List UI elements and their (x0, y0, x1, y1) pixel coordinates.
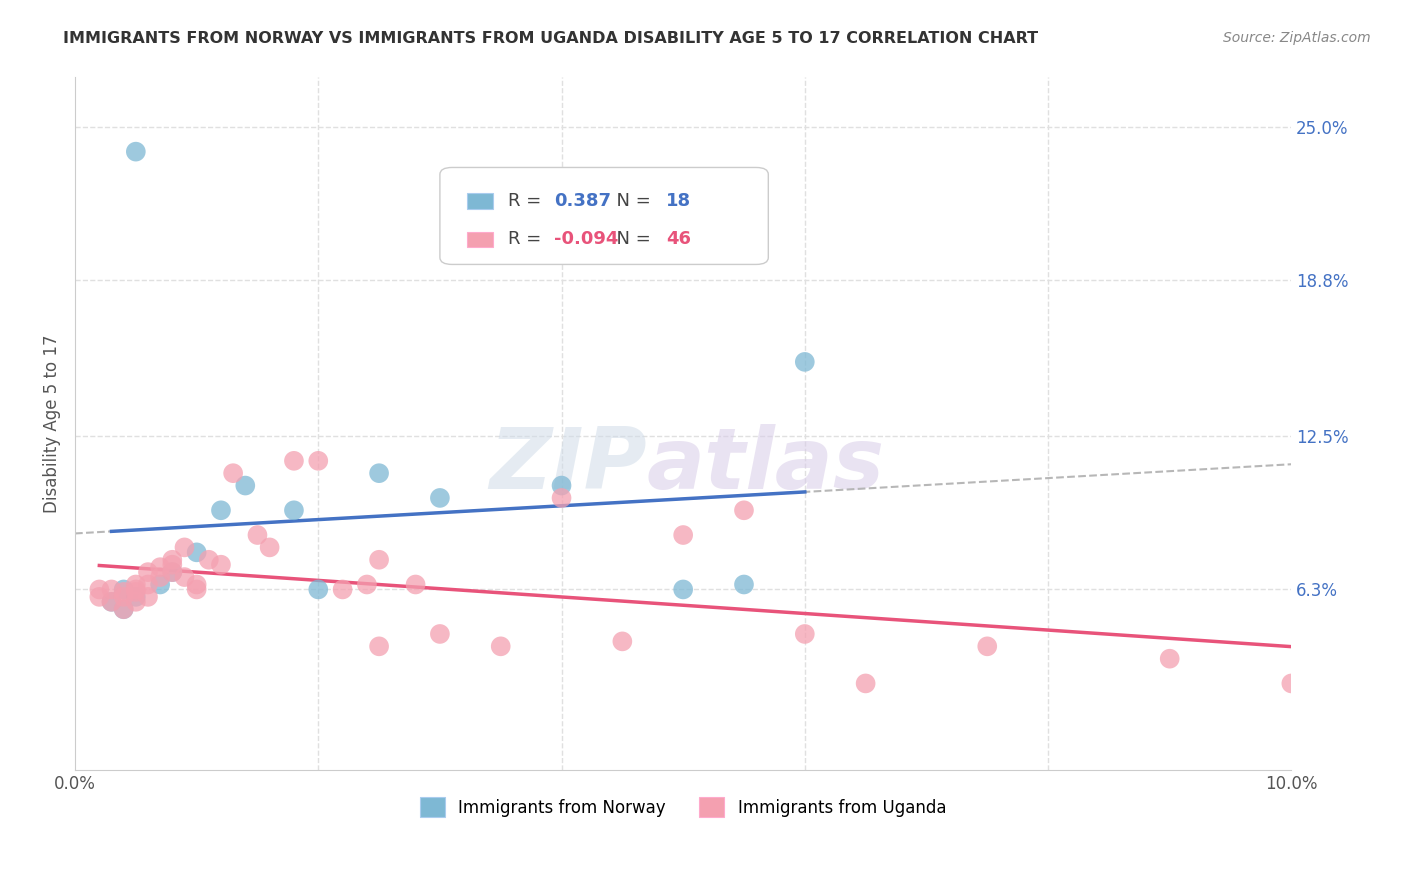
FancyBboxPatch shape (467, 194, 494, 209)
Point (222, 466, 245, 480)
Point (307, 454, 329, 468)
Point (186, 577, 208, 591)
Point (125, 585, 148, 599)
Point (550, 478, 572, 492)
Point (125, 577, 148, 591)
Point (186, 582, 208, 597)
Point (125, 582, 148, 597)
Point (793, 627, 815, 641)
Point (112, 602, 135, 616)
Text: R =: R = (508, 230, 547, 248)
Point (672, 582, 695, 597)
Point (672, 528, 695, 542)
Point (209, 503, 232, 517)
Point (209, 558, 232, 572)
Point (405, 577, 427, 591)
Legend: Immigrants from Norway, Immigrants from Uganda: Immigrants from Norway, Immigrants from … (413, 790, 953, 824)
Point (89, 590, 111, 604)
Point (112, 585, 135, 599)
Text: 0.387: 0.387 (554, 192, 612, 210)
Text: 18: 18 (666, 192, 692, 210)
Point (283, 454, 305, 468)
Point (332, 582, 354, 597)
Point (793, 355, 815, 369)
Text: N =: N = (606, 192, 657, 210)
Point (136, 577, 159, 591)
Point (246, 528, 269, 542)
Text: -0.094: -0.094 (554, 230, 619, 248)
Y-axis label: Disability Age 5 to 17: Disability Age 5 to 17 (44, 334, 60, 513)
Point (112, 582, 135, 597)
Point (368, 640, 391, 654)
Point (100, 582, 122, 597)
Point (186, 545, 208, 559)
Point (162, 565, 184, 579)
Point (233, 478, 256, 492)
Point (368, 553, 391, 567)
Text: Source: ZipAtlas.com: Source: ZipAtlas.com (1223, 31, 1371, 45)
Point (125, 590, 148, 604)
Point (149, 570, 172, 584)
Point (100, 595, 122, 609)
Point (173, 570, 195, 584)
FancyBboxPatch shape (440, 168, 768, 264)
Point (489, 640, 512, 654)
Point (259, 541, 281, 555)
Point (162, 565, 184, 579)
Point (1279, 676, 1302, 690)
Point (733, 503, 755, 517)
Point (733, 577, 755, 591)
Point (173, 541, 195, 555)
Point (149, 560, 172, 574)
Point (1159, 651, 1181, 665)
Point (89, 582, 111, 597)
Point (125, 145, 148, 159)
Point (612, 634, 634, 648)
Point (429, 627, 451, 641)
Point (283, 503, 305, 517)
Point (550, 491, 572, 505)
Point (162, 553, 184, 567)
Point (125, 595, 148, 609)
Text: N =: N = (606, 230, 657, 248)
Point (149, 577, 172, 591)
Text: ZIP: ZIP (489, 424, 647, 507)
FancyBboxPatch shape (467, 232, 494, 247)
Text: 46: 46 (666, 230, 692, 248)
Point (307, 582, 329, 597)
Point (162, 558, 184, 572)
Text: IMMIGRANTS FROM NORWAY VS IMMIGRANTS FROM UGANDA DISABILITY AGE 5 TO 17 CORRELAT: IMMIGRANTS FROM NORWAY VS IMMIGRANTS FRO… (63, 31, 1039, 46)
Point (976, 640, 998, 654)
Point (855, 676, 877, 690)
Point (100, 595, 122, 609)
Point (356, 577, 378, 591)
Point (136, 590, 159, 604)
Point (112, 590, 135, 604)
Point (429, 491, 451, 505)
Point (198, 553, 221, 567)
Point (368, 466, 391, 480)
Text: R =: R = (508, 192, 553, 210)
Text: atlas: atlas (647, 424, 884, 507)
Point (112, 602, 135, 616)
Point (136, 565, 159, 579)
